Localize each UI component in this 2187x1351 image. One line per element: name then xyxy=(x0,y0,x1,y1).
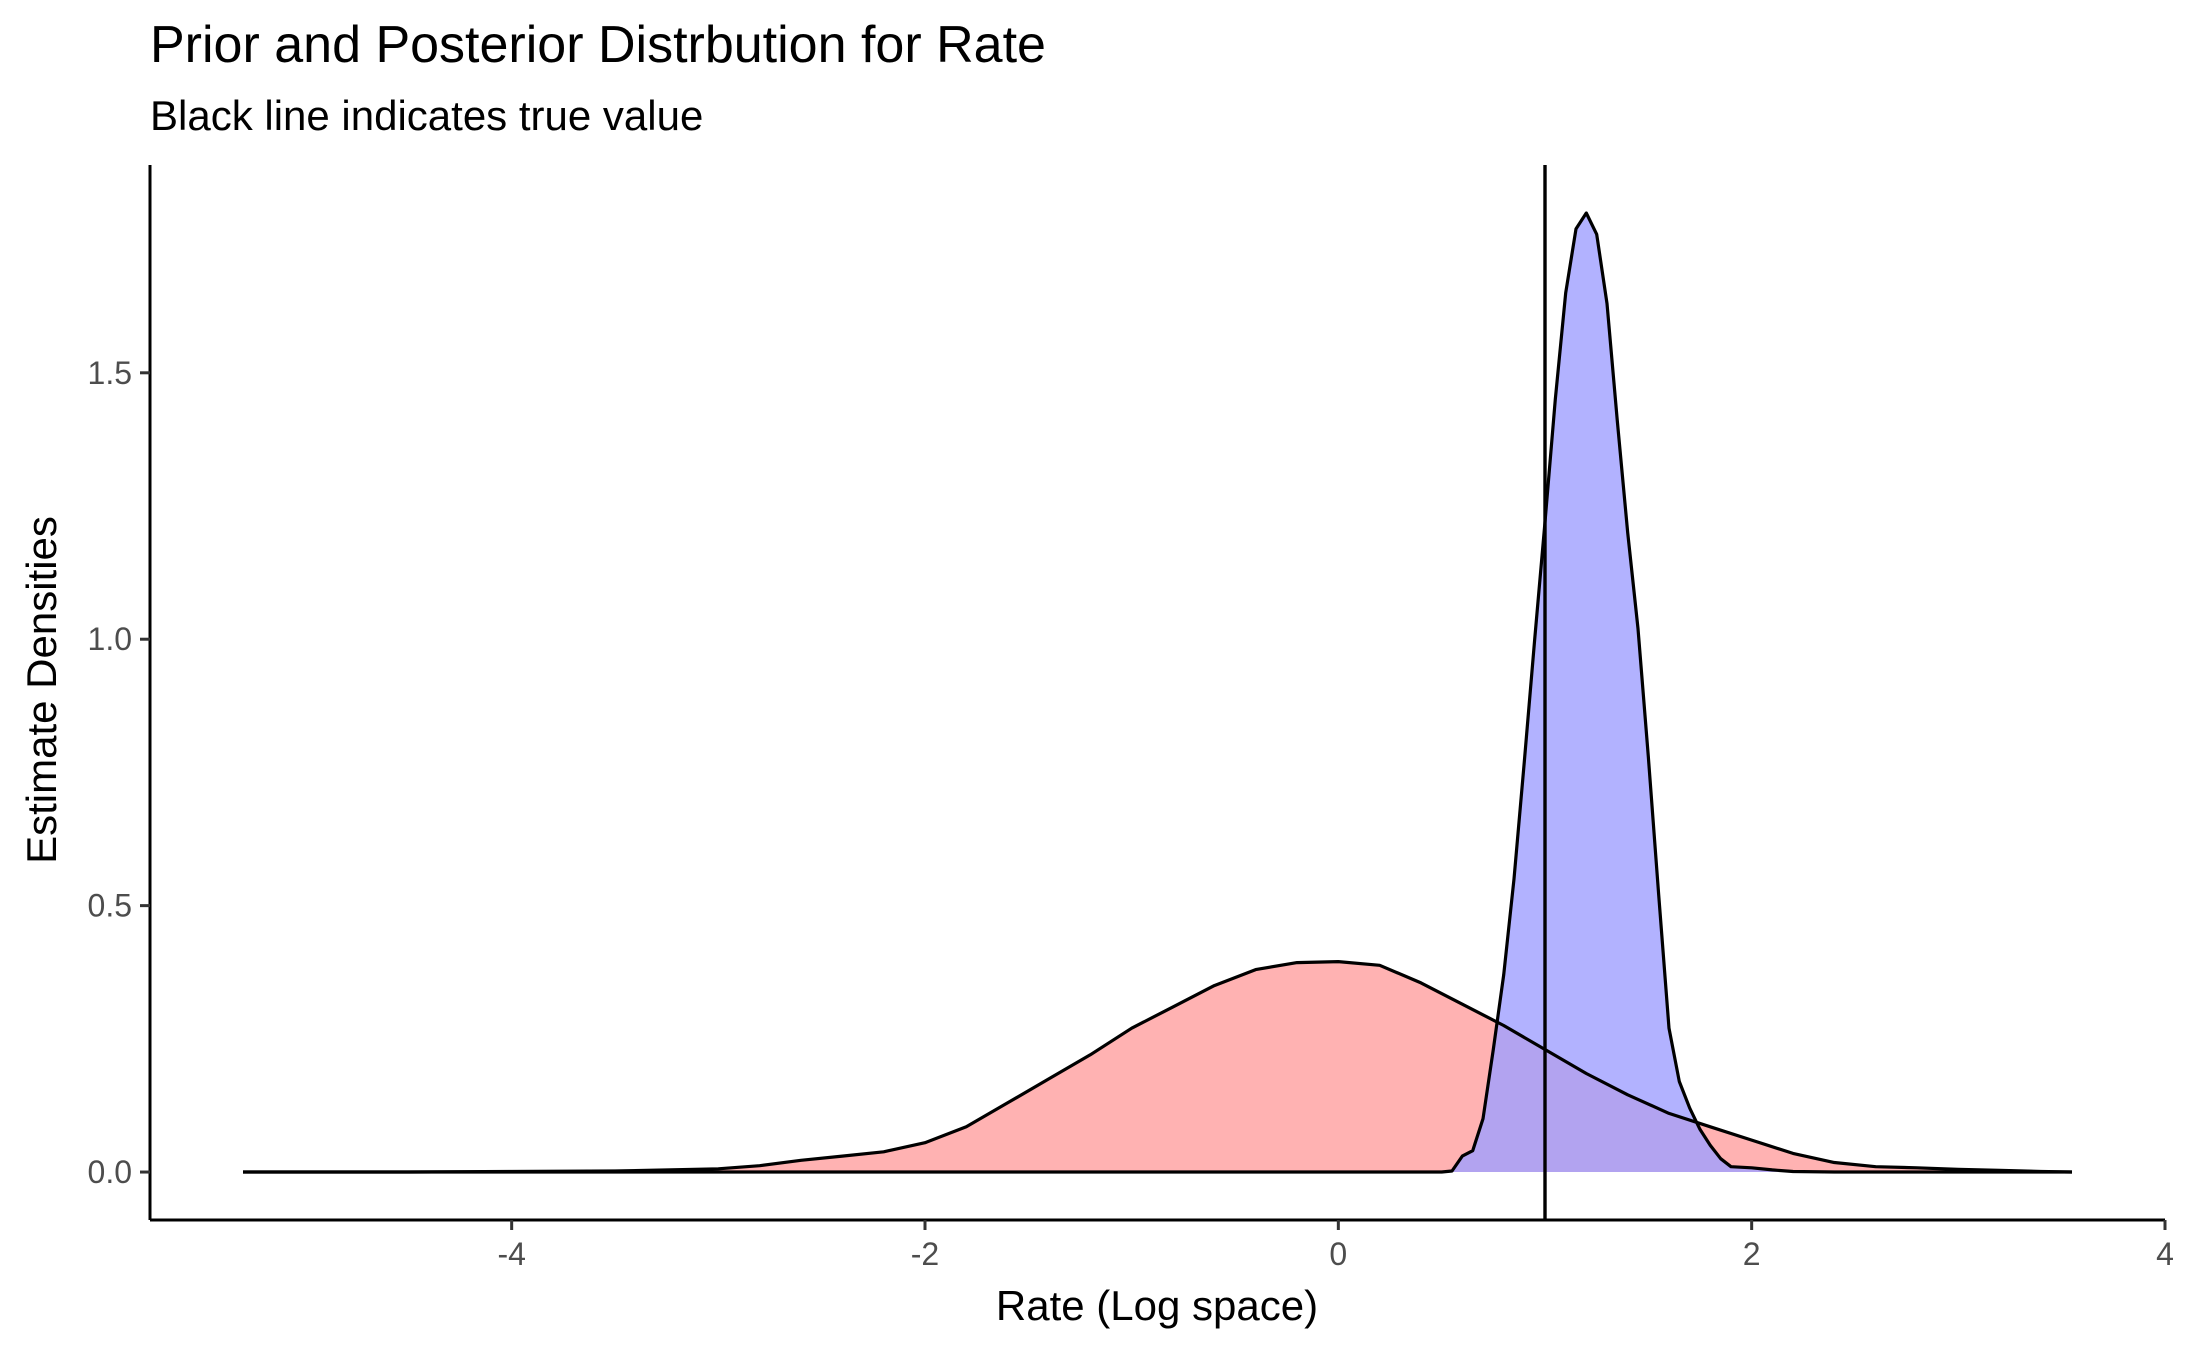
x-tick-label: 0 xyxy=(1329,1236,1347,1272)
density-area-1 xyxy=(243,961,2072,1172)
x-tick-label: -4 xyxy=(497,1236,525,1272)
density-line-2 xyxy=(243,211,2072,1174)
y-tick-label: 0.5 xyxy=(88,888,132,924)
density-line-1 xyxy=(243,960,2073,1174)
x-tick-label: 4 xyxy=(2156,1236,2174,1272)
chart-title: Prior and Posterior Distrbution for Rate xyxy=(150,16,1046,74)
density-area-2 xyxy=(243,213,2072,1172)
plot-area: -4 -2 0 2 4 0.0 0.5 1.0 1.5 xyxy=(88,165,2174,1272)
y-tick-label: 1.0 xyxy=(88,621,132,657)
y-tick-label: 1.5 xyxy=(88,355,132,391)
y-axis-title: Estimate Densities xyxy=(18,516,65,864)
y-tick-label: 0.0 xyxy=(88,1154,132,1190)
x-tick-label: -2 xyxy=(911,1236,939,1272)
x-tick-label: 2 xyxy=(1743,1236,1761,1272)
chart-subtitle: Black line indicates true value xyxy=(150,92,703,139)
x-axis-title: Rate (Log space) xyxy=(996,1282,1318,1329)
